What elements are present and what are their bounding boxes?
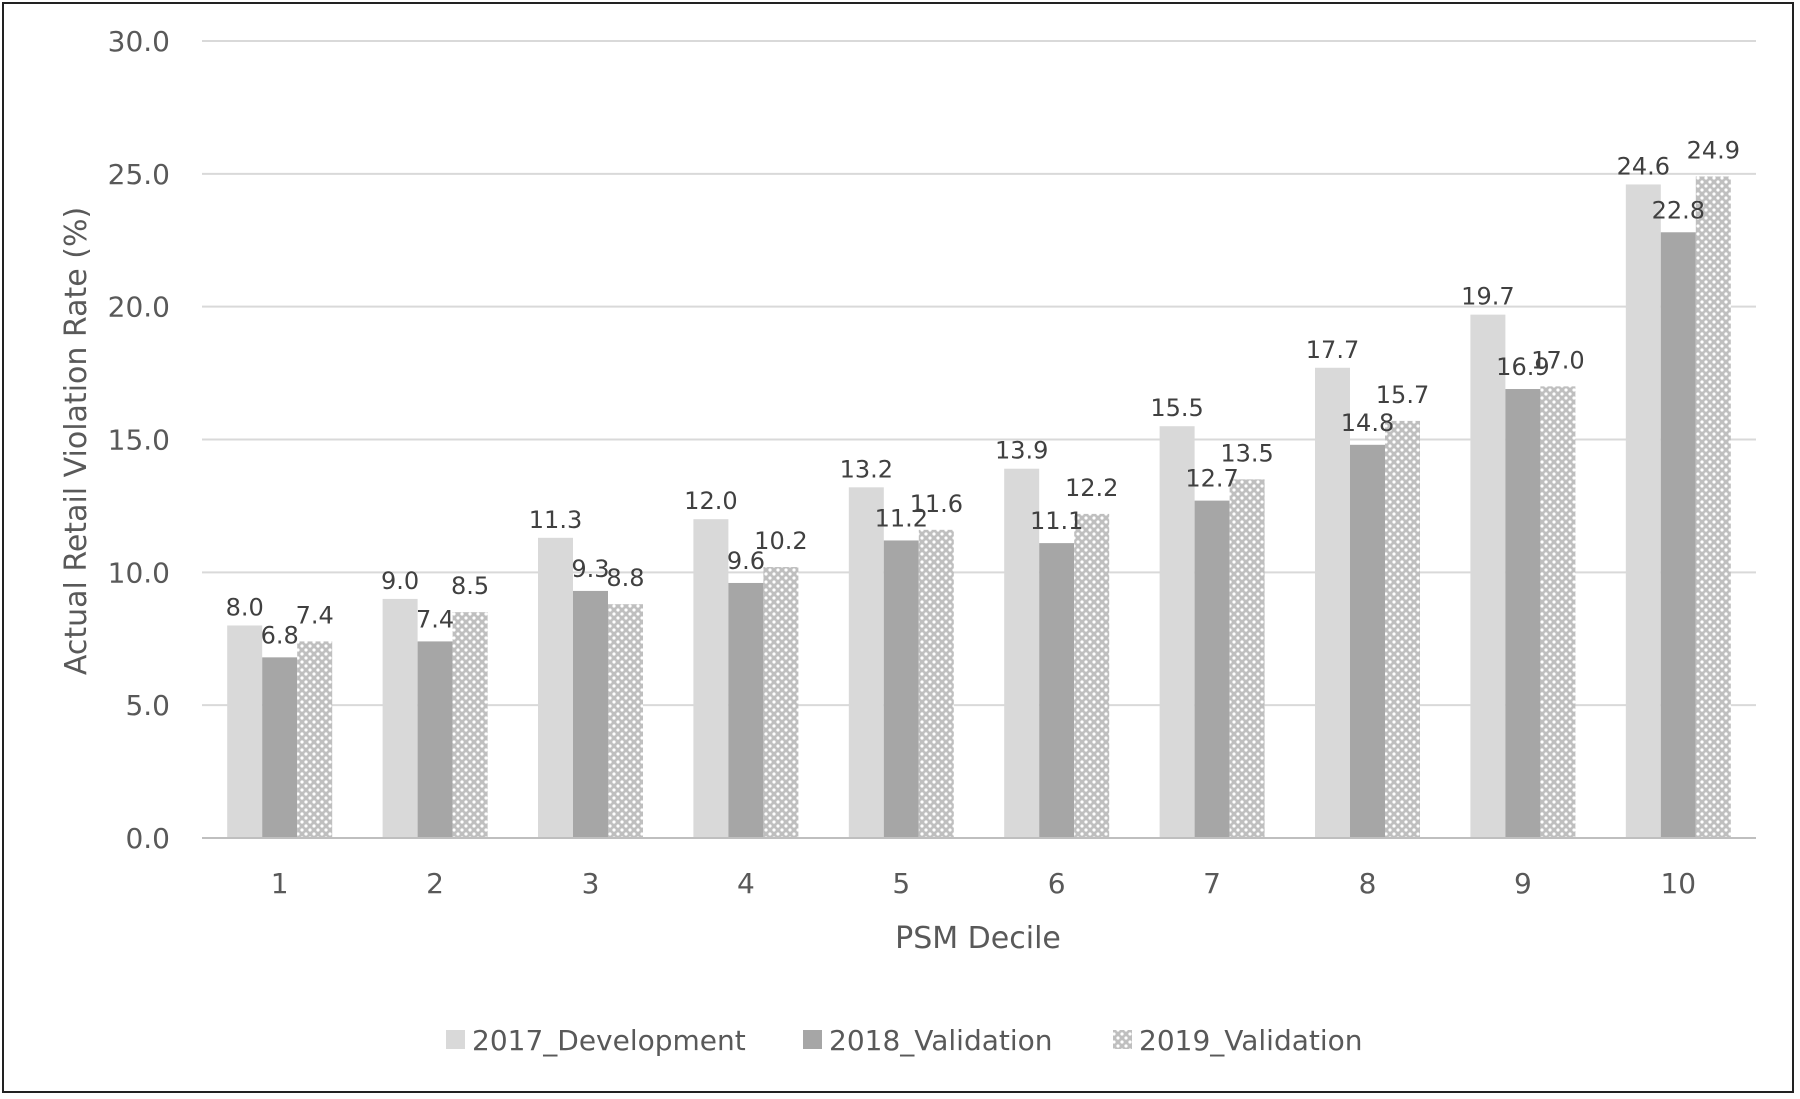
- y-tick-label: 10.0: [108, 556, 170, 589]
- data-label-2018-validation-7: 12.7: [1185, 465, 1238, 493]
- data-label-2017-development-6: 13.9: [995, 437, 1048, 465]
- data-label-2019-validation-1: 7.4: [296, 601, 334, 629]
- x-axis-title: PSM Decile: [895, 921, 1061, 956]
- y-axis-title: Actual Retail Violation Rate (%): [59, 207, 94, 675]
- data-label-2019-validation-7: 13.5: [1220, 439, 1273, 467]
- data-label-2018-validation-8: 14.8: [1341, 409, 1394, 437]
- y-tick-label: 5.0: [125, 689, 170, 722]
- legend-swatch-2019-validation: [1113, 1030, 1132, 1049]
- bar-2018-validation-5: [883, 540, 919, 838]
- data-label-2019-validation-2: 8.5: [451, 572, 489, 600]
- data-label-2018-validation-10: 22.8: [1652, 196, 1705, 224]
- data-label-2018-validation-3: 9.3: [571, 555, 609, 583]
- data-label-2019-validation-8: 15.7: [1376, 381, 1429, 409]
- bar-2019-validation-1: [297, 641, 333, 838]
- y-tick-label: 20.0: [108, 291, 170, 324]
- bar-2017-development-6: [1004, 468, 1040, 838]
- legend-label-2019-validation: 2019_Validation: [1139, 1024, 1363, 1057]
- y-tick-label: 30.0: [108, 25, 170, 58]
- bar-2018-validation-10: [1660, 232, 1696, 838]
- x-tick-label: 5: [892, 867, 910, 900]
- bar-2019-validation-6: [1074, 513, 1110, 838]
- bar-2018-validation-2: [417, 641, 453, 838]
- data-label-2017-development-10: 24.6: [1617, 152, 1670, 180]
- data-label-2018-validation-2: 7.4: [416, 605, 454, 633]
- bar-2019-validation-2: [452, 612, 488, 838]
- y-tick-label: 15.0: [108, 424, 170, 457]
- bar-2018-validation-1: [262, 657, 298, 838]
- bar-2017-development-5: [848, 487, 884, 838]
- data-label-2018-validation-9: 16.9: [1496, 353, 1549, 381]
- data-label-2017-development-4: 12.0: [684, 487, 737, 515]
- bar-2017-development-7: [1159, 426, 1195, 838]
- x-tick-label: 9: [1514, 867, 1532, 900]
- data-label-2017-development-2: 9.0: [381, 567, 419, 595]
- data-label-2017-development-5: 13.2: [840, 455, 893, 483]
- data-label-2019-validation-9: 17.0: [1531, 346, 1584, 374]
- bar-2019-validation-8: [1385, 420, 1420, 838]
- bar-2017-development-8: [1315, 367, 1350, 838]
- bar-2017-development-4: [693, 519, 729, 838]
- bar-2019-validation-7: [1229, 479, 1265, 838]
- y-tick-label: 0.0: [125, 822, 170, 855]
- data-label-2017-development-9: 19.7: [1461, 283, 1514, 311]
- legend-swatch-2018-validation: [803, 1030, 822, 1049]
- data-label-2018-validation-6: 11.1: [1030, 507, 1083, 535]
- bar-2017-development-1: [227, 625, 263, 838]
- y-tick-label: 25.0: [108, 158, 170, 191]
- bar-2017-development-9: [1470, 314, 1506, 838]
- x-tick-label: 2: [426, 867, 444, 900]
- data-label-2018-validation-4: 9.6: [727, 547, 765, 575]
- x-tick-label: 3: [582, 867, 600, 900]
- data-label-2019-validation-4: 10.2: [754, 527, 807, 555]
- legend-label-2018-validation: 2018_Validation: [829, 1024, 1053, 1057]
- bar-2017-development-10: [1625, 184, 1661, 838]
- x-tick-label: 7: [1203, 867, 1221, 900]
- bars: [227, 176, 1731, 839]
- bar-2019-validation-5: [918, 529, 954, 838]
- data-label-2017-development-7: 15.5: [1150, 394, 1203, 422]
- bar-2017-development-2: [382, 598, 418, 838]
- bar-2019-validation-4: [763, 567, 799, 838]
- legend: 2017_Development 2018_Validation 2019_Vali…: [446, 1024, 1363, 1057]
- bar-2018-validation-6: [1039, 543, 1075, 838]
- data-label-2018-validation-5: 11.2: [875, 504, 928, 532]
- axes: Actual Retail Violation Rate (%) PSM Dec…: [59, 207, 1756, 956]
- x-tick-label: 10: [1660, 867, 1696, 900]
- data-label-2019-validation-5: 11.6: [910, 490, 963, 518]
- data-label-2017-development-1: 8.0: [226, 593, 264, 621]
- data-label-2017-development-3: 11.3: [529, 506, 582, 534]
- bar-2018-validation-8: [1350, 444, 1385, 838]
- data-label-2017-development-8: 17.7: [1306, 336, 1359, 364]
- bar-2018-validation-3: [573, 590, 608, 838]
- data-labels: 8.06.87.49.07.48.511.39.38.812.09.610.21…: [226, 136, 1740, 649]
- bar-2018-validation-4: [728, 582, 764, 838]
- bar-2018-validation-7: [1194, 500, 1230, 838]
- bar-2018-validation-9: [1505, 389, 1541, 838]
- x-tick-label: 4: [737, 867, 755, 900]
- bar-2019-validation-9: [1540, 386, 1576, 838]
- data-label-2019-validation-3: 8.8: [606, 564, 644, 592]
- x-tick-label: 1: [271, 867, 289, 900]
- bar-2017-development-3: [538, 537, 573, 838]
- legend-swatch-2017-development: [446, 1030, 465, 1049]
- data-label-2018-validation-1: 6.8: [261, 621, 299, 649]
- legend-label-2017-development: 2017_Development: [472, 1024, 746, 1057]
- x-tick-label: 8: [1359, 867, 1377, 900]
- data-label-2019-validation-10: 24.9: [1687, 136, 1740, 164]
- bar-2019-validation-3: [608, 604, 643, 838]
- bar-2019-validation-10: [1695, 176, 1731, 839]
- x-tick-label: 6: [1048, 867, 1066, 900]
- data-label-2019-validation-6: 12.2: [1065, 474, 1118, 502]
